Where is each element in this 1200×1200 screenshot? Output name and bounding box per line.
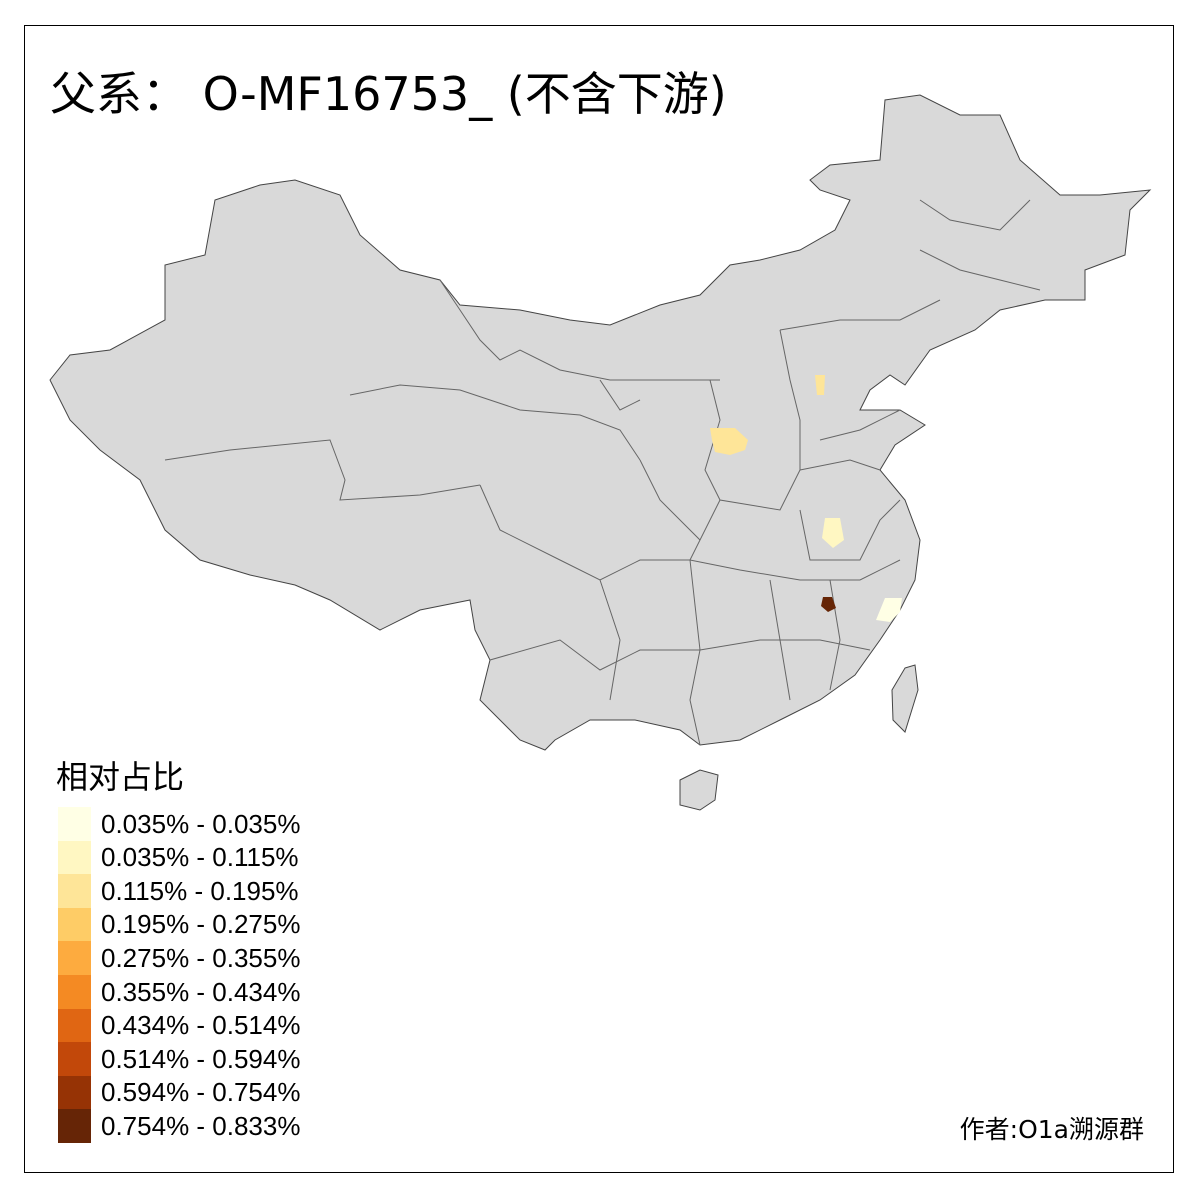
legend-label: 0.275% - 0.355%	[101, 942, 301, 973]
legend-label: 0.514% - 0.594%	[101, 1043, 301, 1074]
province-borders	[164, 199, 1041, 746]
legend-item: 0.594% - 0.754%	[58, 1075, 301, 1110]
legend-swatch	[58, 840, 91, 875]
legend-swatch	[58, 1042, 91, 1077]
legend-swatch	[58, 941, 91, 976]
hainan-island	[679, 769, 719, 811]
legend-item: 0.035% - 0.115%	[58, 840, 299, 875]
legend-swatch	[58, 1109, 91, 1144]
legend-label: 0.195% - 0.275%	[101, 909, 301, 940]
plot-border	[24, 25, 1174, 1173]
author-credit: 作者:O1a溯源群	[959, 1115, 1144, 1144]
legend-item: 0.355% - 0.434%	[58, 975, 300, 1009]
legend-label: 0.115% - 0.195%	[101, 875, 299, 906]
region-shanxi	[710, 428, 748, 455]
legend-swatch	[58, 807, 91, 841]
highlighted-regions	[710, 375, 902, 622]
legend-title: 相对占比	[56, 758, 185, 796]
legend-item: 0.514% - 0.594%	[58, 1042, 301, 1077]
taiwan-island	[891, 664, 919, 733]
legend-label: 0.355% - 0.434%	[101, 976, 301, 1007]
legend-item: 0.035% - 0.035%	[58, 807, 300, 841]
legend-label: 0.035% - 0.115%	[101, 842, 299, 873]
region-anhui	[822, 518, 844, 548]
legend-swatch	[58, 907, 91, 942]
region-zhejiang	[876, 598, 902, 622]
legend-swatch	[58, 975, 91, 1009]
legend-label: 0.594% - 0.754%	[101, 1077, 301, 1108]
legend-swatch	[58, 1008, 91, 1043]
legend-item: 0.275% - 0.355%	[58, 941, 301, 976]
legend-item: 0.434% - 0.514%	[58, 1008, 301, 1043]
region-hebei	[815, 375, 825, 395]
legend-swatch	[58, 874, 91, 909]
legend-item: 0.195% - 0.275%	[58, 907, 301, 942]
map-title: 父系： O-MF16753_ (不含下游)	[50, 67, 727, 121]
legend-label: 0.434% - 0.514%	[101, 1010, 301, 1041]
region-jiangxi	[821, 597, 836, 612]
legend-label: 0.754% - 0.833%	[101, 1110, 301, 1141]
legend-swatch	[58, 1075, 91, 1110]
legend-item: 0.754% - 0.833%	[58, 1109, 301, 1144]
legend-label: 0.035% - 0.035%	[101, 808, 301, 839]
legend-item: 0.115% - 0.195%	[58, 874, 299, 909]
